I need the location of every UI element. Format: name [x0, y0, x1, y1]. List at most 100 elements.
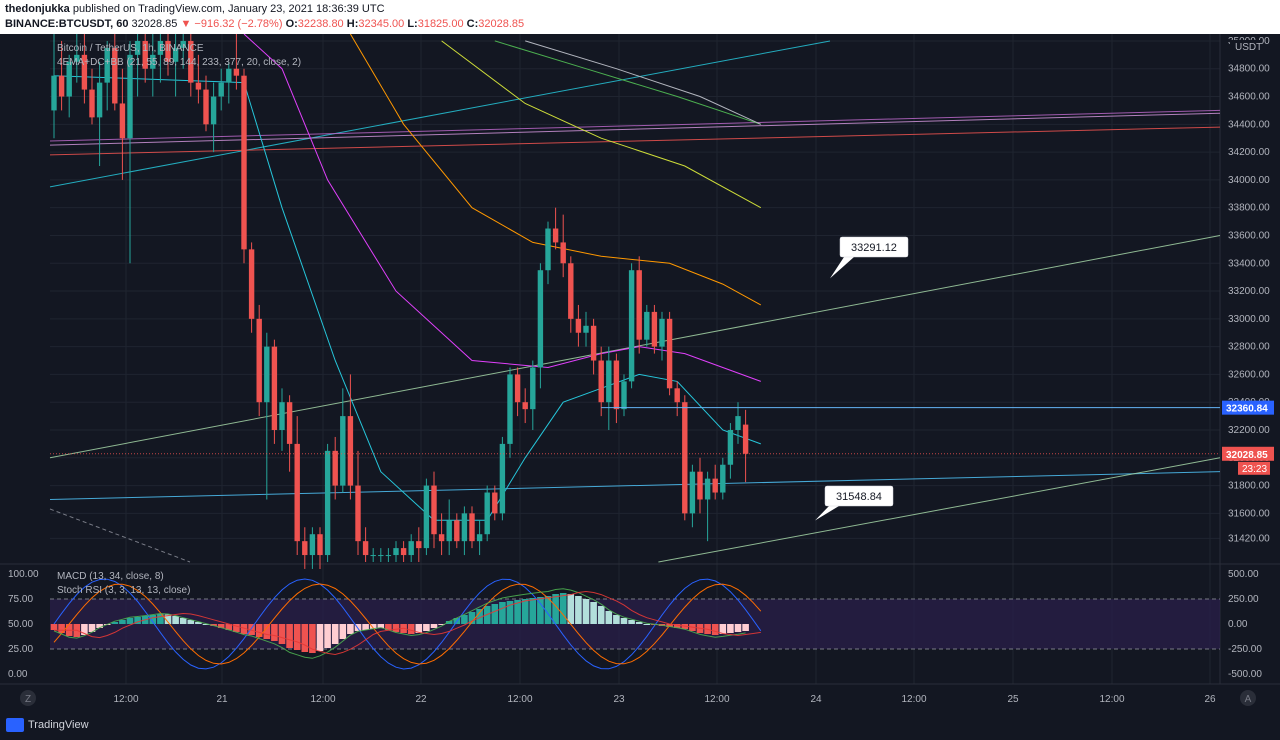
price-tick: 33000.00: [1228, 314, 1270, 325]
callout-label: 33291.12: [851, 242, 897, 254]
time-tick: 12:00: [310, 694, 335, 705]
osc-left-tick: 50.00: [8, 619, 33, 630]
candle-body: [195, 82, 202, 90]
callout-label: 31548.84: [836, 491, 882, 503]
macd-bar: [529, 598, 537, 624]
price-tick: 34800.00: [1228, 64, 1270, 75]
green-line: [49, 234, 1221, 459]
time-tick: 22: [415, 694, 427, 705]
publish-info: thedonjukka published on TradingView.com…: [5, 3, 385, 15]
macd-bar: [377, 624, 385, 628]
candle: [659, 311, 665, 361]
countdown-label: 23:23: [1242, 464, 1267, 475]
osc-left-tick: 0.00: [8, 669, 28, 680]
candle-body: [644, 311, 650, 340]
candle-body: [461, 513, 468, 542]
price-tick: 33600.00: [1228, 230, 1270, 241]
candle: [606, 346, 612, 430]
candle: [416, 527, 422, 562]
teal-line: [49, 40, 831, 188]
time-tick: 26: [1204, 694, 1216, 705]
macd-bar: [392, 624, 400, 632]
unit-label: USDT: [1235, 42, 1262, 53]
macd-bar: [742, 624, 749, 631]
candle: [598, 346, 604, 417]
macd-bar: [468, 612, 476, 624]
footer: [0, 712, 1280, 740]
osc-right-tick: -500.00: [1228, 669, 1262, 680]
ema-line: [441, 40, 762, 209]
macd-bar: [430, 624, 438, 628]
macd-bar: [210, 624, 217, 626]
macd-bar: [202, 624, 210, 625]
price-tick: 33200.00: [1228, 286, 1270, 297]
candle-body: [628, 270, 635, 382]
zoom-button[interactable]: Z: [20, 690, 36, 706]
price-chart[interactable]: 12:00 21 12:00 22 12:00 23 12:00 24 12:00 25 12:00…: [0, 34, 1280, 712]
candle: [378, 548, 384, 562]
macd-bar: [514, 600, 521, 624]
osc-right-tick: 0.00: [1228, 619, 1248, 630]
time-tick: 12:00: [113, 694, 138, 705]
candle: [454, 513, 460, 549]
macd-bar: [111, 622, 119, 624]
candle: [210, 82, 217, 153]
candle-body: [302, 541, 308, 556]
candle: [279, 388, 285, 451]
candle-body: [286, 402, 293, 444]
candle: [355, 450, 361, 556]
macd-legend[interactable]: MACD (13, 34, close, 8): [57, 571, 164, 582]
time-tick: 12:00: [507, 694, 532, 705]
auto-scale-button-label: A: [1245, 694, 1252, 705]
macd-bar: [81, 624, 88, 635]
auto-scale-button[interactable]: A: [1240, 690, 1256, 706]
candle-body: [203, 89, 209, 125]
price-tick: 32600.00: [1228, 369, 1270, 380]
price-tick: 34400.00: [1228, 119, 1270, 130]
ema-line: [243, 34, 761, 382]
candle: [340, 388, 346, 493]
macd-bar: [544, 596, 552, 624]
candle-body: [606, 360, 612, 403]
macd-bar: [179, 618, 187, 624]
macd-bar: [438, 624, 445, 625]
candle: [188, 34, 194, 97]
candle: [651, 304, 658, 354]
candle-body: [484, 492, 490, 535]
candle: [74, 34, 80, 83]
macd-bar: [248, 624, 255, 635]
price-callout: 31548.84: [815, 485, 894, 521]
candle: [66, 54, 72, 118]
indicator-legend[interactable]: 4EMA+DC+BB (21, 55, 89, 144, 233, 377, 2…: [57, 57, 302, 68]
candle: [408, 534, 414, 562]
stoch-k-line: [53, 578, 762, 670]
stoch-legend[interactable]: Stoch RSI (3, 3, 13, 13, close): [57, 585, 191, 596]
candle-body: [51, 75, 57, 111]
macd-bar: [635, 622, 643, 624]
macd-bar: [331, 624, 339, 644]
candle-body: [294, 443, 300, 542]
candle-body: [324, 450, 331, 556]
candle-body: [583, 325, 589, 333]
candle: [127, 40, 133, 264]
candle-body: [621, 381, 627, 410]
candle-body: [636, 270, 642, 340]
osc-right-tick: 500.00: [1228, 569, 1259, 580]
candle: [324, 443, 331, 562]
author-name[interactable]: thedonjukka: [5, 3, 70, 15]
macd-bar: [157, 614, 164, 624]
macd-bar: [324, 624, 331, 648]
candle-body: [355, 485, 361, 542]
macd-bar: [613, 615, 620, 624]
candle: [590, 318, 597, 375]
candle: [742, 409, 749, 483]
macd-bar: [354, 624, 362, 631]
tradingview-logo[interactable]: TradingView: [6, 718, 89, 732]
purple-line-1: [49, 112, 1221, 146]
candle-body: [727, 430, 734, 465]
candle: [712, 464, 718, 500]
candle: [522, 388, 528, 424]
candle-body: [476, 534, 483, 542]
price-tick: 31800.00: [1228, 481, 1270, 492]
osc-right-tick: -250.00: [1228, 644, 1262, 655]
